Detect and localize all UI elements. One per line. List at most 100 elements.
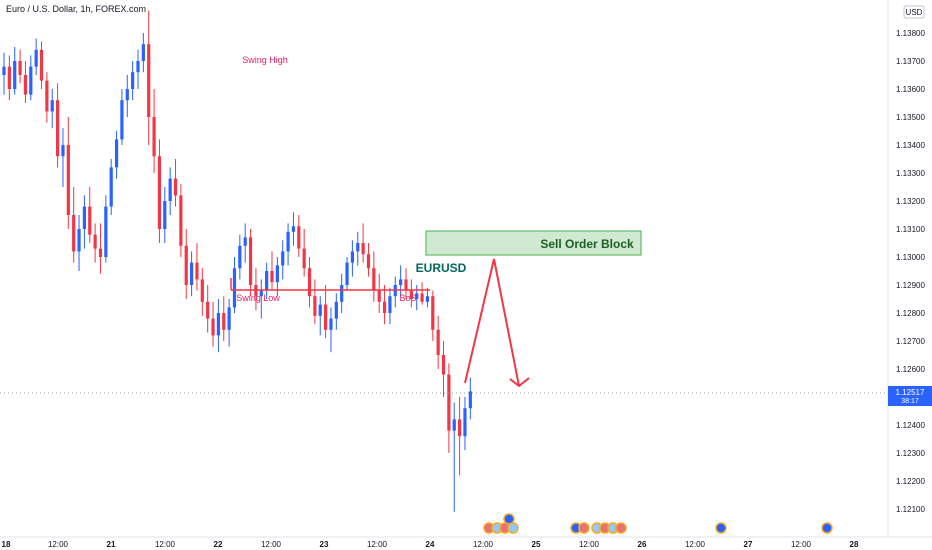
economic-events-row[interactable] — [483, 513, 833, 534]
candle — [415, 285, 419, 311]
candle — [141, 33, 145, 73]
candle-body — [366, 254, 371, 269]
candle-body — [356, 243, 360, 252]
candle-body — [345, 262, 349, 285]
candle — [425, 287, 430, 308]
candle-body — [270, 271, 274, 283]
price-tick-label: 1.13600 — [896, 85, 925, 94]
candle-body — [409, 290, 413, 299]
candle — [431, 290, 435, 341]
candle — [366, 243, 371, 277]
candle — [157, 139, 162, 243]
projection-path[interactable] — [464, 258, 520, 387]
price-tick-label: 1.12200 — [896, 477, 925, 486]
price-tick-label: 1.12100 — [896, 505, 925, 514]
price-axis-panel[interactable] — [888, 0, 932, 537]
projection-arrowhead — [509, 377, 530, 388]
candle — [345, 257, 349, 291]
symbol-annotation: EURUSD — [416, 261, 467, 275]
candle — [265, 262, 269, 299]
swing-low-label: Swing Low — [236, 293, 280, 303]
candle — [104, 195, 108, 263]
candle-body — [195, 262, 199, 280]
candle-body — [227, 307, 231, 330]
swing-high-label: Swing High — [242, 55, 288, 65]
candle-body — [50, 100, 54, 112]
candle-body — [77, 229, 81, 252]
event-icon[interactable] — [615, 522, 627, 534]
candle-body — [61, 145, 65, 157]
candle — [39, 41, 44, 89]
candle-body — [168, 178, 172, 201]
candle — [45, 72, 49, 123]
price-tick-label: 1.13700 — [896, 57, 925, 66]
time-tick-label: 12:00 — [791, 540, 812, 549]
candle — [313, 279, 317, 325]
candle-body — [136, 61, 140, 73]
candle-body — [157, 156, 162, 229]
bar-countdown: 38:17 — [901, 398, 919, 405]
event-icon[interactable] — [821, 522, 833, 534]
candle-body — [2, 66, 6, 75]
currency-badge[interactable] — [903, 5, 925, 19]
candle — [184, 229, 188, 299]
time-tick-label: 12:00 — [579, 540, 600, 549]
candle-body — [350, 251, 354, 263]
candles-layer — [2, 10, 472, 512]
candle-body — [286, 231, 290, 252]
candle-body — [243, 237, 247, 246]
candle — [66, 117, 70, 229]
time-tick-label: 25 — [532, 540, 541, 549]
candle — [420, 282, 424, 305]
price-tick-label: 1.12400 — [896, 421, 925, 430]
candle — [82, 195, 86, 249]
candle — [13, 47, 17, 95]
candle-body — [82, 206, 86, 229]
candle — [409, 279, 413, 308]
price-tick-label: 1.13300 — [896, 169, 925, 178]
price-tick-label: 1.12300 — [896, 449, 925, 458]
candle-body — [13, 61, 17, 89]
time-axis[interactable]: 18 12:00 21 12:00 22 12:00 23 12:00 24 12:00 25 12:… — [2, 540, 859, 549]
candle-body — [458, 419, 462, 437]
candle — [436, 315, 440, 369]
time-tick-label: 21 — [107, 540, 116, 549]
candle-body — [66, 145, 70, 215]
candle-body — [88, 206, 92, 235]
event-icon[interactable] — [578, 522, 590, 534]
candle-body — [388, 296, 392, 313]
candle-body — [281, 251, 285, 266]
candle — [109, 159, 113, 215]
event-icon[interactable] — [715, 522, 727, 534]
candle-body — [441, 355, 446, 375]
candle-body — [152, 117, 156, 157]
candle — [227, 299, 231, 347]
candle — [125, 75, 129, 117]
candle — [452, 402, 456, 512]
candle — [206, 285, 210, 333]
candle-body — [297, 226, 301, 249]
candle-body — [93, 234, 97, 249]
price-tick-label: 1.13500 — [896, 113, 925, 122]
candle — [463, 397, 467, 451]
candle-body — [232, 268, 237, 308]
sell-order-block-zone[interactable] — [425, 230, 642, 256]
price-tick-label: 1.12800 — [896, 309, 925, 318]
time-tick-label: 27 — [744, 540, 753, 549]
candle — [248, 229, 253, 297]
price-tick-label: 1.12900 — [896, 281, 925, 290]
candle — [350, 240, 354, 277]
candle — [114, 131, 119, 179]
candle-body — [452, 419, 456, 431]
event-icon[interactable] — [507, 522, 519, 534]
candle — [458, 397, 462, 476]
candle — [340, 273, 344, 313]
candle-body — [98, 248, 103, 257]
candle — [318, 296, 322, 336]
price-tick-label: 1.13800 — [896, 29, 925, 38]
candle — [195, 243, 199, 291]
candle-body — [147, 44, 151, 118]
candle-body — [56, 100, 60, 157]
